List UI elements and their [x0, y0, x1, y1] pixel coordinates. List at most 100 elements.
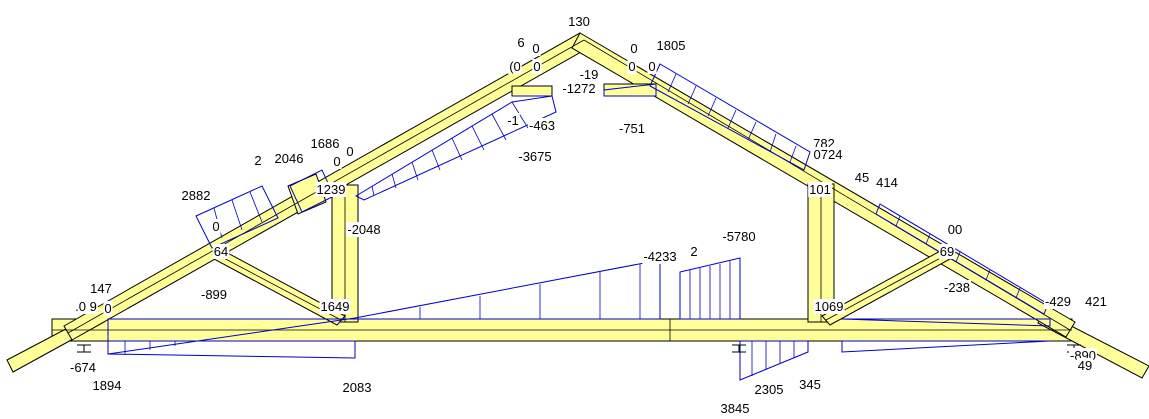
- value-label: -899: [199, 287, 229, 302]
- value-label: 147: [89, 281, 113, 296]
- value-label: 45: [853, 170, 871, 185]
- value-label: 421: [1084, 294, 1108, 309]
- value-label-text: 0: [333, 154, 340, 169]
- value-label: -2048: [346, 222, 382, 237]
- value-label: -3675: [517, 149, 553, 164]
- value-label-text: 00: [948, 222, 962, 237]
- value-label: 0: [647, 59, 657, 74]
- value-label: 130: [567, 14, 591, 29]
- value-label: 1239: [315, 182, 347, 197]
- value-label: 2: [253, 153, 263, 168]
- left-support: [77, 344, 91, 353]
- value-label: 2083: [341, 380, 373, 395]
- value-label-text: -463: [529, 118, 555, 133]
- value-label: 2882: [180, 188, 212, 203]
- value-label-text: -19: [580, 67, 599, 82]
- value-label-text: 2083: [343, 380, 372, 395]
- value-label-text: 1805: [657, 38, 686, 53]
- value-label: 0: [531, 41, 541, 56]
- value-label-text: 414: [876, 175, 898, 190]
- value-label-text: 0: [628, 59, 635, 74]
- value-label-text: -238: [944, 280, 970, 295]
- value-label: 345: [798, 377, 822, 392]
- value-label: 2046: [273, 151, 305, 166]
- value-label: -19: [578, 67, 600, 82]
- value-label: 0: [211, 219, 221, 234]
- value-label: 0724: [812, 147, 844, 162]
- value-label: -429: [1043, 294, 1073, 309]
- value-label: 6: [516, 35, 526, 50]
- value-label: 0: [629, 41, 639, 56]
- value-label: 1805: [655, 38, 687, 53]
- value-label-text: 147: [90, 281, 112, 296]
- value-label: 0: [532, 59, 542, 74]
- value-label: 1069: [813, 299, 845, 314]
- value-label-text: 421: [1085, 294, 1107, 309]
- value-label-text: 49: [1078, 358, 1092, 373]
- value-label: 49: [1076, 358, 1094, 373]
- value-label-text: 2046: [275, 151, 304, 166]
- value-label-text: 0: [533, 59, 540, 74]
- value-label-text: -429: [1045, 294, 1071, 309]
- value-label: 0: [627, 59, 637, 74]
- value-label-text: 69: [940, 244, 954, 259]
- value-label-text: 2305: [755, 382, 784, 397]
- moment-diagrams: [107, 63, 1051, 381]
- value-label: -463: [527, 118, 557, 133]
- supports: [77, 344, 1081, 353]
- value-label-text: 0: [212, 219, 219, 234]
- value-label-text: 345: [799, 377, 821, 392]
- value-label-text: 0: [532, 41, 539, 56]
- value-label-text: -1: [507, 113, 519, 128]
- value-label-text: (0: [509, 59, 521, 74]
- value-label-text: 1069: [815, 299, 844, 314]
- value-label-text: 0: [648, 59, 655, 74]
- value-label-text: 0: [630, 41, 637, 56]
- value-label: -674: [68, 360, 98, 375]
- value-label-text: -5780: [722, 229, 755, 244]
- value-label-text: 0724: [814, 147, 843, 162]
- value-label-text: -751: [619, 121, 645, 136]
- value-label: 0: [332, 154, 342, 169]
- value-label: 2: [689, 244, 699, 259]
- value-label-text: 101: [809, 182, 831, 197]
- value-label: -4233: [642, 249, 678, 264]
- value-label: 1649: [319, 299, 351, 314]
- value-label-text: 1239: [317, 182, 346, 197]
- value-label-text: .0 9: [75, 299, 97, 314]
- value-label: .0 9: [74, 299, 98, 314]
- value-label-text: -4233: [643, 249, 676, 264]
- value-label-text: -2048: [347, 222, 380, 237]
- value-label: 0: [345, 144, 355, 159]
- value-label: 2305: [753, 382, 785, 397]
- value-label: -5780: [721, 229, 757, 244]
- value-label-text: -899: [201, 287, 227, 302]
- right-collar-stub: [603, 83, 657, 97]
- value-label-text: 45: [855, 170, 869, 185]
- left-collar-stub: [511, 85, 553, 97]
- value-label: 0: [103, 301, 113, 316]
- value-label: 1894: [91, 378, 123, 393]
- value-label: 00: [946, 222, 964, 237]
- value-label: 64: [212, 244, 230, 259]
- value-label-text: -3675: [518, 149, 551, 164]
- value-label: -1: [506, 113, 520, 128]
- value-label: 3845: [719, 401, 751, 416]
- middle-support: [732, 344, 746, 353]
- value-label-text: 64: [214, 244, 228, 259]
- value-label-text: 1686: [311, 136, 340, 151]
- value-label: -1272: [561, 81, 597, 96]
- value-label: -751: [617, 121, 647, 136]
- value-label-text: 3845: [721, 401, 750, 416]
- value-label-text: 130: [568, 14, 590, 29]
- value-label: -238: [942, 280, 972, 295]
- value-label-text: 1649: [321, 299, 350, 314]
- value-label-text: 0: [346, 144, 353, 159]
- value-label-text: -1272: [562, 81, 595, 96]
- value-label-text: 1894: [93, 378, 122, 393]
- value-label: 69: [938, 244, 956, 259]
- value-label: (0: [508, 59, 522, 74]
- value-label-text: -674: [70, 360, 96, 375]
